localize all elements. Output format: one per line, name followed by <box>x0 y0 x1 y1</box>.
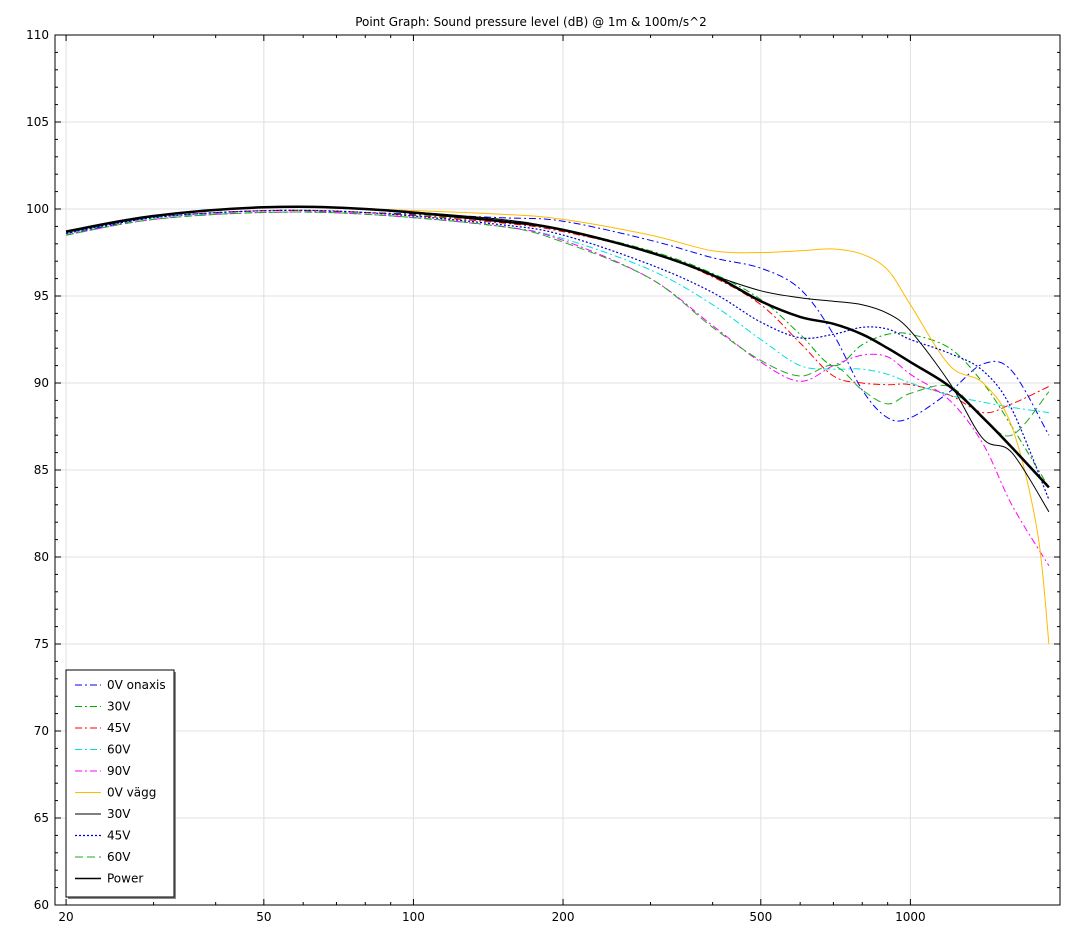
series-lines <box>65 205 1050 645</box>
y-tick-label: 90 <box>34 376 49 390</box>
legend-label: 30V <box>107 700 131 714</box>
x-tick-label: 1000 <box>895 910 926 924</box>
legend-label: 60V <box>107 850 131 864</box>
legend-label: 90V <box>107 764 131 778</box>
x-tick-label: 100 <box>402 910 425 924</box>
y-tick-label: 65 <box>34 811 49 825</box>
legend-label: 60V <box>107 743 131 757</box>
series-line-7 <box>65 209 1050 500</box>
y-tick-label: 80 <box>34 550 49 564</box>
x-tick-label: 200 <box>552 910 575 924</box>
legend-box <box>65 669 175 898</box>
y-tick-label: 70 <box>34 724 49 738</box>
x-tick-label: 50 <box>256 910 271 924</box>
y-tick-label: 95 <box>34 289 49 303</box>
y-tick-label: 105 <box>26 115 49 129</box>
legend-label: Power <box>107 872 143 886</box>
legend-label: 30V <box>107 807 131 821</box>
x-tick-label: 500 <box>749 910 772 924</box>
legend-label: 0V onaxis <box>107 678 166 692</box>
chart-title: Point Graph: Sound pressure level (dB) @… <box>355 15 707 29</box>
legend-label: 0V vägg <box>107 786 156 800</box>
legend: 0V onaxis 30V 45V 60V 90V 0V vägg 30V 45V 60V Pow… <box>65 669 176 899</box>
y-tick-label: 75 <box>34 637 49 651</box>
x-tick-label: 20 <box>58 910 73 924</box>
y-tick-label: 85 <box>34 463 49 477</box>
axis-ticks: 60 65 70 75 80 85 90 95 100 105 110 20 50 100 200 500 10… <box>26 28 1061 924</box>
series-line-8 <box>66 211 1050 437</box>
legend-label: 45V <box>107 721 131 735</box>
y-tick-label: 100 <box>26 202 49 216</box>
series-line-9 <box>65 205 1050 489</box>
y-tick-label: 110 <box>26 28 49 42</box>
y-tick-label: 60 <box>34 898 49 912</box>
legend-label: 45V <box>107 829 131 843</box>
